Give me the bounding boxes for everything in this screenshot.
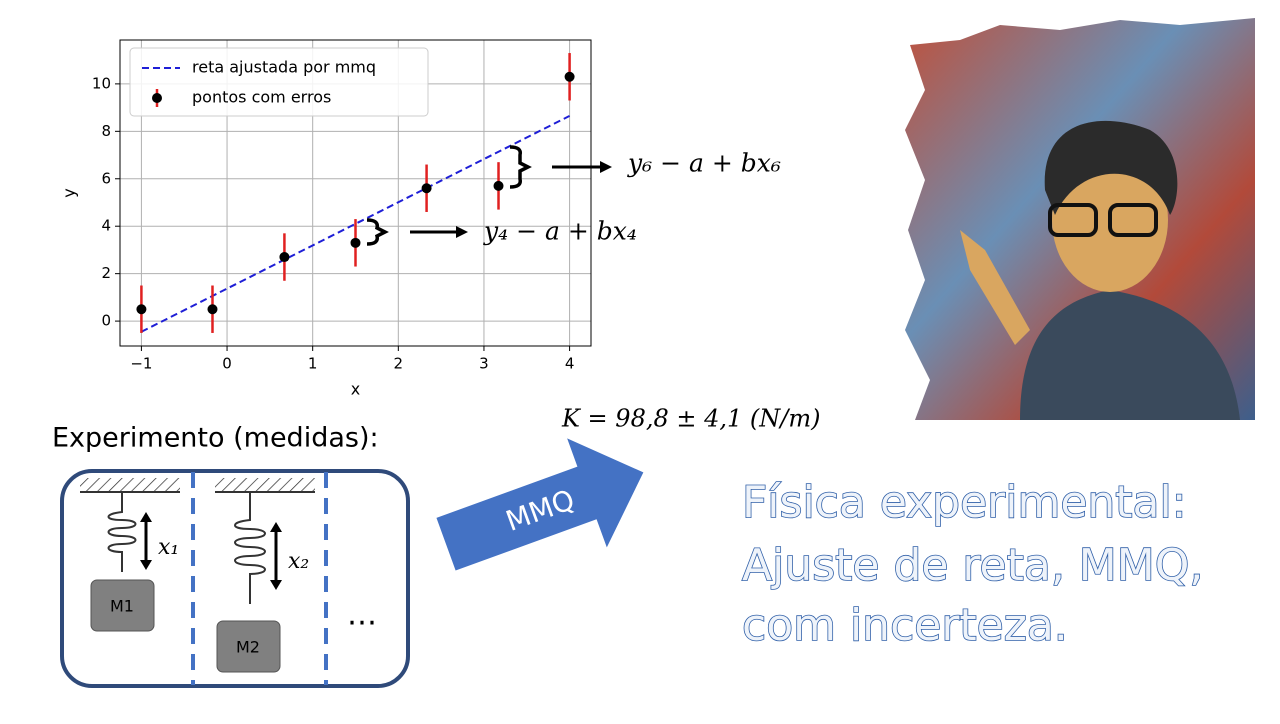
title-line: Física experimental: xyxy=(742,477,1187,528)
annotation: y₆ − a + bx₆ xyxy=(627,149,781,178)
legend-swatch xyxy=(152,93,162,103)
x-axis-label: x xyxy=(351,380,360,399)
brace xyxy=(366,218,389,246)
data-point xyxy=(279,252,290,263)
plot-frame xyxy=(119,39,592,347)
x-tick-label: 2 xyxy=(394,355,404,373)
title-line: Ajuste de reta, MMQ, xyxy=(742,540,1203,591)
annotation: y₄ − a + bx₄ xyxy=(483,217,637,246)
annotation-arrowhead xyxy=(456,226,468,238)
mass-label: M1 xyxy=(110,597,134,616)
x-tick-label: −1 xyxy=(130,355,152,373)
experiment-diagram xyxy=(60,469,410,688)
data-point xyxy=(493,180,504,191)
y-tick-label: 2 xyxy=(101,264,111,282)
y-tick-label: 10 xyxy=(92,74,111,92)
data-point xyxy=(564,71,575,82)
result-formula: K = 98,8 ± 4,1 (N/m) xyxy=(561,405,820,433)
experiment-label: Experimento (medidas): xyxy=(52,423,379,454)
displacement-label: x₁ xyxy=(158,535,179,560)
x-tick-label: 0 xyxy=(222,355,232,373)
y-tick-label: 6 xyxy=(101,169,111,187)
y-tick-label: 0 xyxy=(101,312,111,330)
mass-label: M2 xyxy=(236,638,260,657)
legend-box xyxy=(129,47,429,117)
y-tick-label: 8 xyxy=(101,122,111,140)
x-tick-label: 1 xyxy=(308,355,318,373)
data-point xyxy=(207,304,218,315)
y-axis-label: y xyxy=(60,188,79,197)
plot: −1 0 1 2 3 4 0 2 4 6 8 10 x y reta ajustada por mmq pon… xyxy=(60,39,781,399)
data-point xyxy=(350,237,361,248)
title-line: com incerteza. xyxy=(742,600,1068,651)
arrow: MMQ xyxy=(436,438,644,571)
data-point xyxy=(421,183,432,194)
annotation-arrowhead xyxy=(600,161,612,173)
data-point xyxy=(136,304,147,315)
portrait xyxy=(905,18,1255,420)
x-tick-label: 4 xyxy=(565,355,575,373)
legend-label: pontos com erros xyxy=(192,88,331,107)
y-tick-label: 4 xyxy=(101,217,111,235)
x-tick-label: 3 xyxy=(479,355,489,373)
brace xyxy=(509,145,532,189)
displacement-label: x₂ xyxy=(288,549,309,574)
ellipsis: … xyxy=(347,598,377,633)
legend-label: reta ajustada por mmq xyxy=(192,58,376,77)
